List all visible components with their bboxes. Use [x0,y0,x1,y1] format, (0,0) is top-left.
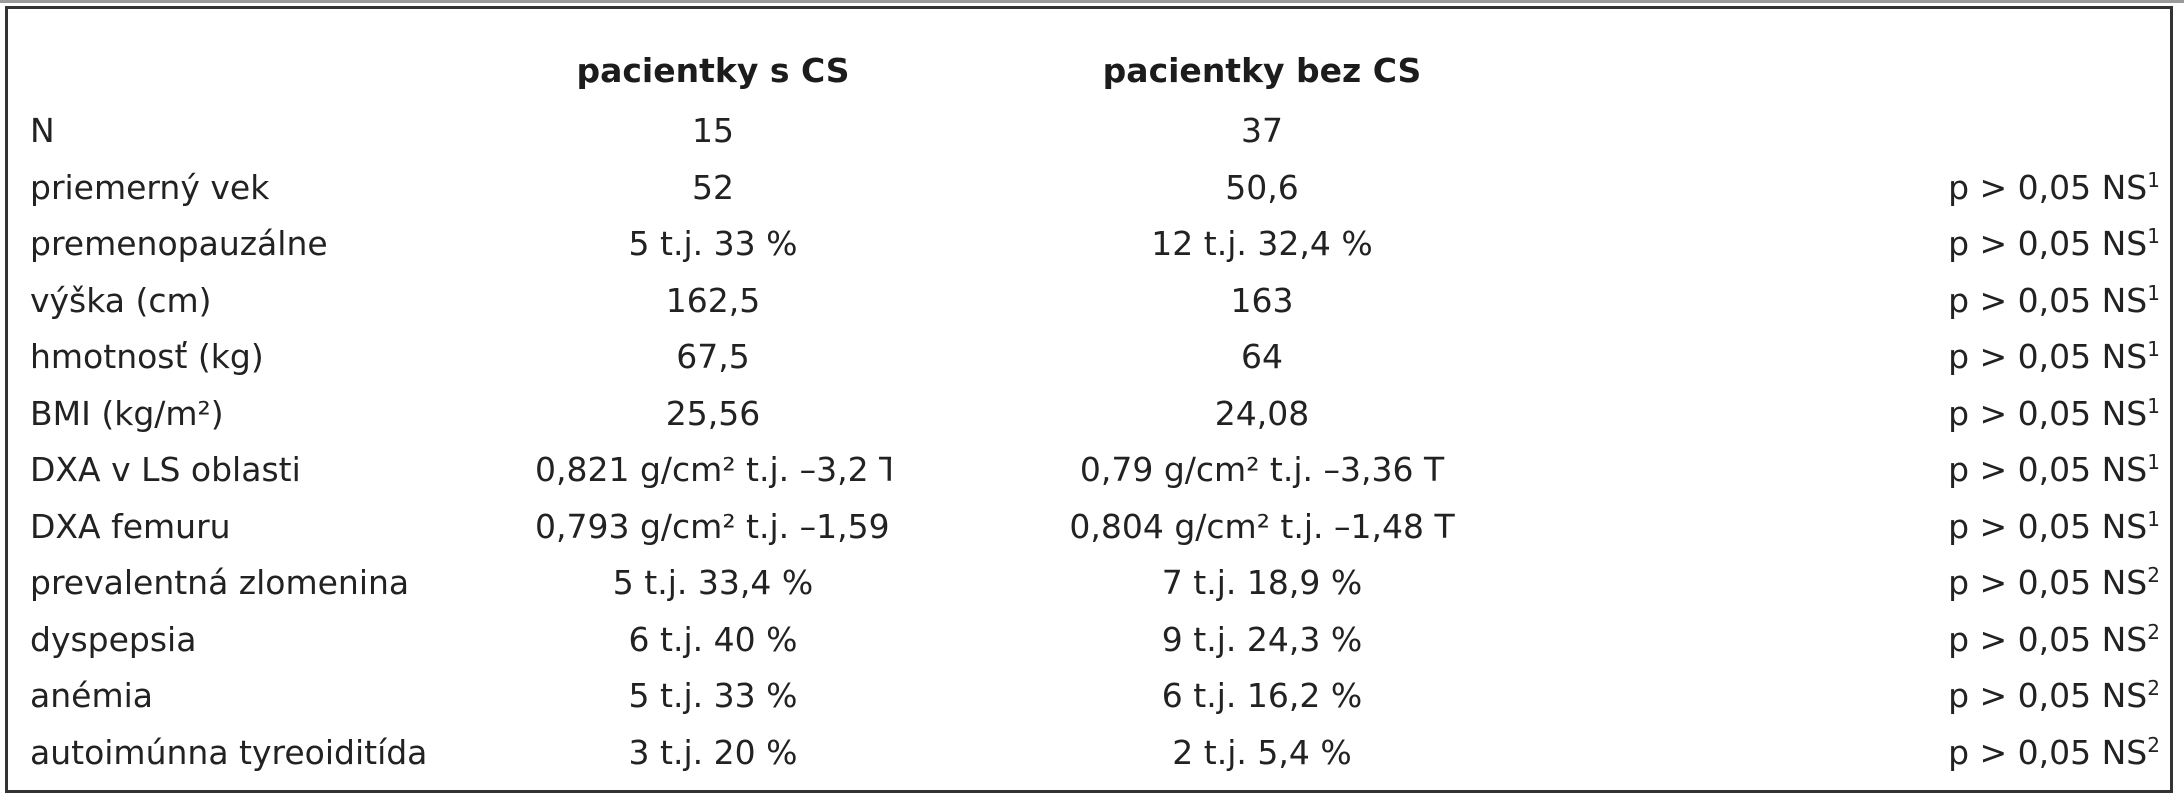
p-value: p > 0,05 NS1 [1948,280,2160,320]
table-row: premenopauzálne 5 t.j. 33 % 12 t.j. 32,4… [30,216,2160,273]
table-row: BMI (kg/m²) 25,56 24,08 p > 0,05 NS1 [30,386,2160,443]
p-value: p > 0,05 NS1 [1948,450,2160,490]
p-value: p > 0,05 NS1 [1948,506,2160,546]
table-row: N 15 37 [30,103,2160,160]
value-with-cs: 5 t.j. 33 % [628,676,798,716]
row-label: N [30,111,55,151]
table-frame: pacientky s CS pacientky bez CS N 15 37 … [5,6,2173,793]
table-row: priemerný vek 52 50,6 p > 0,05 NS1 [30,160,2160,217]
value-without-cs: 12 t.j. 32,4 % [1151,224,1373,264]
value-with-cs: 3 t.j. 20 % [628,732,798,772]
value-without-cs: 37 [1241,111,1283,151]
header-label-column [30,39,535,103]
value-without-cs: 0,804 g/cm² t.j. –1,48 T [1069,506,1455,546]
value-with-cs: 5 t.j. 33 % [628,224,798,264]
table-header: pacientky s CS pacientky bez CS [30,39,2160,103]
table-row: hmotnosť (kg) 67,5 64 p > 0,05 NS1 [30,329,2160,386]
p-value [1633,103,2160,160]
value-with-cs: 0,821 g/cm² t.j. –3,2 T [535,450,891,490]
p-value: p > 0,05 NS2 [1948,563,2160,603]
row-label: výška (cm) [30,280,212,320]
value-without-cs: 24,08 [1214,393,1310,433]
table-row: výška (cm) 162,5 163 p > 0,05 NS1 [30,273,2160,330]
value-with-cs: 0,793 g/cm² t.j. –1,59 T [535,506,891,546]
p-value: p > 0,05 NS2 [1948,732,2160,772]
value-without-cs: 7 t.j. 18,9 % [1161,563,1363,603]
table-body: N 15 37 priemerný vek 52 50,6 p > 0,05 N… [30,103,2160,781]
table-row: prevalentná zlomenina 5 t.j. 33,4 % 7 t.… [30,555,2160,612]
value-with-cs: 25,56 [665,393,761,433]
row-label: anémia [30,676,153,716]
row-label: dyspepsia [30,619,197,659]
p-value: p > 0,05 NS1 [1948,167,2160,207]
value-without-cs: 9 t.j. 24,3 % [1161,619,1363,659]
value-with-cs: 67,5 [676,337,750,377]
value-with-cs: 52 [692,167,734,207]
row-label: priemerný vek [30,167,270,207]
value-without-cs: 0,79 g/cm² t.j. –3,36 T [1079,450,1445,490]
comparison-table: pacientky s CS pacientky bez CS N 15 37 … [30,39,2160,781]
header-with-cs: pacientky s CS [576,51,850,90]
value-without-cs: 6 t.j. 16,2 % [1161,676,1363,716]
p-value: p > 0,05 NS1 [1948,224,2160,264]
row-label: hmotnosť (kg) [30,337,264,377]
row-label: premenopauzálne [30,224,328,264]
table-row: DXA femuru 0,793 g/cm² t.j. –1,59 T 0,80… [30,499,2160,556]
value-with-cs: 15 [692,111,734,151]
table-row: DXA v LS oblasti 0,821 g/cm² t.j. –3,2 T… [30,442,2160,499]
value-without-cs: 2 t.j. 5,4 % [1172,732,1352,772]
header-p-value [1633,39,2160,103]
table-row: dyspepsia 6 t.j. 40 % 9 t.j. 24,3 % p > … [30,612,2160,669]
row-label: autoimúnna tyreoiditída [30,732,428,772]
value-with-cs: 6 t.j. 40 % [628,619,798,659]
top-rule [0,0,2184,3]
p-value: p > 0,05 NS2 [1948,676,2160,716]
value-without-cs: 163 [1230,280,1294,320]
row-label: prevalentná zlomenina [30,563,410,603]
table-row: autoimúnna tyreoiditída 3 t.j. 20 % 2 t.… [30,725,2160,782]
row-label: BMI (kg/m²) [30,393,224,433]
value-without-cs: 64 [1241,337,1283,377]
value-with-cs: 162,5 [665,280,761,320]
value-without-cs: 50,6 [1225,167,1299,207]
header-row: pacientky s CS pacientky bez CS [30,39,2160,103]
table-row: anémia 5 t.j. 33 % 6 t.j. 16,2 % p > 0,0… [30,668,2160,725]
p-value: p > 0,05 NS1 [1948,393,2160,433]
p-value: p > 0,05 NS1 [1948,337,2160,377]
value-with-cs: 5 t.j. 33,4 % [612,563,814,603]
row-label: DXA femuru [30,506,231,546]
p-value: p > 0,05 NS2 [1948,619,2160,659]
row-label: DXA v LS oblasti [30,450,301,490]
header-without-cs: pacientky bez CS [1102,51,1422,90]
